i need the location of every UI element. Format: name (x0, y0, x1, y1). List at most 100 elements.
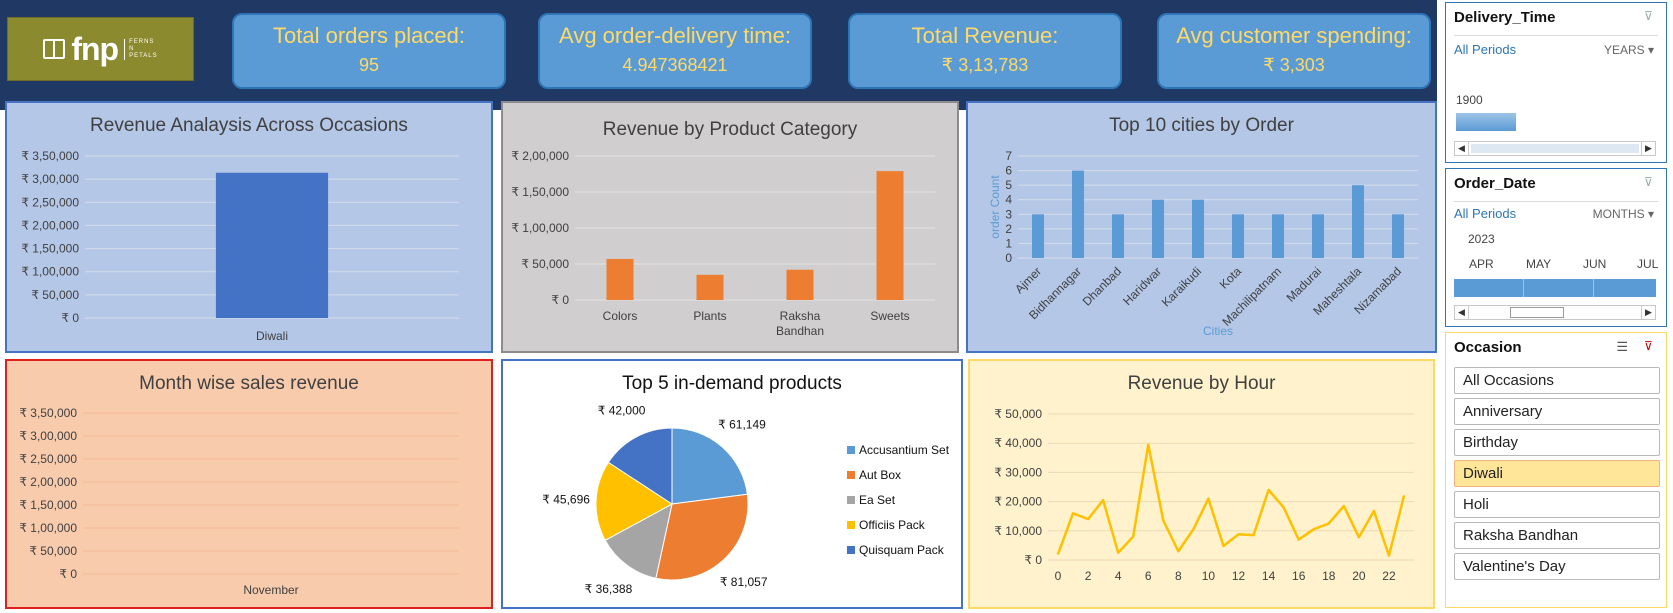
x-tick-label: Karaikudi (1159, 264, 1204, 309)
chart-svg: ₹ 50,000 ₹ 40,000 ₹ 30,000 ₹ 20,000 ₹ 10,000… (994, 407, 1414, 583)
y-tick-label: ₹ 1,00,000 (21, 265, 79, 279)
bar (1312, 214, 1324, 258)
data-point (1192, 528, 1195, 531)
y-tick-label: ₹ 2,50,000 (19, 452, 77, 466)
legend-swatch (847, 521, 855, 529)
occasion-item[interactable]: Anniversary (1454, 398, 1660, 425)
multi-select-icon[interactable]: ☰ (1616, 339, 1628, 354)
timeline-period[interactable]: All Periods (1454, 42, 1517, 57)
legend-label: Aut Box (859, 468, 901, 482)
data-point (1237, 533, 1240, 536)
bar (1152, 199, 1164, 258)
data-label: ₹ 81,057 (720, 575, 768, 589)
timeline-selected-bar[interactable] (1456, 113, 1516, 131)
y-tick-label: ₹ 2,00,000 (19, 475, 77, 489)
slicer-occasion[interactable]: Occasion ☰ ⊽ All Occasions Anniversary Bir… (1445, 332, 1667, 608)
chart-svg: ₹ 3,50,000 ₹ 3,00,000 ₹ 2,50,000 ₹ 2,00,000… (19, 406, 459, 597)
kpi-total-orders: Total orders placed: 95 (232, 13, 506, 89)
occasion-item[interactable]: Holi (1454, 491, 1660, 518)
timeline-months: APR MAY JUN JUL (1454, 257, 1658, 271)
kpi-value: 95 (358, 55, 380, 75)
timeline-selected-bar[interactable] (1454, 279, 1656, 297)
logo-tagline: FERNS N PETALS (124, 38, 158, 60)
timeline-month[interactable]: MAY (1526, 257, 1552, 271)
x-tick-label: 0 (1055, 569, 1062, 583)
x-tick-label: Madurai (1284, 264, 1325, 305)
scroll-thumb[interactable] (1471, 144, 1639, 153)
occasion-item[interactable]: Valentine's Day (1454, 553, 1660, 580)
legend-swatch (847, 446, 855, 454)
occasion-item[interactable]: All Occasions (1454, 367, 1660, 394)
chart-svg: 76543210AjmerBidhannagarDhanbadHaridwarK… (988, 149, 1418, 338)
x-tick-label: Bandhan (776, 324, 824, 338)
y-tick-label: ₹ 50,000 (31, 288, 79, 302)
y-tick-label: 1 (1005, 236, 1012, 250)
timeline-level: MONTHS (1592, 207, 1645, 221)
occasion-item[interactable]: Birthday (1454, 429, 1660, 456)
bar (215, 172, 329, 318)
data-label: ₹ 61,149 (718, 417, 766, 431)
kpi-value: ₹ 3,13,783 (941, 55, 1029, 75)
y-tick-label: ₹ 0 (61, 311, 79, 325)
data-point (1147, 443, 1150, 446)
x-tick-label: 4 (1115, 569, 1122, 583)
y-tick-label: ₹ 0 (59, 567, 77, 581)
chart-month-revenue[interactable]: Month wise sales revenue ₹ 3,50,000 ₹ 3,0… (5, 359, 493, 609)
x-tick-label: November (243, 583, 298, 597)
legend-label: Quisquam Pack (859, 543, 945, 557)
scroll-left-icon[interactable]: ◀ (1455, 306, 1469, 319)
clear-filter-icon[interactable]: ⊽ (1644, 175, 1653, 189)
y-tick-label: ₹ 20,000 (994, 495, 1042, 509)
timeline-scrollbar[interactable]: ◀ ▶ (1454, 305, 1656, 320)
fnp-logo: fnp FERNS N PETALS (7, 17, 194, 81)
y-tick-label: ₹ 0 (1024, 553, 1042, 567)
x-tick-label: Dhanbad (1080, 264, 1124, 308)
x-tick-label: Colors (603, 309, 638, 323)
timeline-month[interactable]: APR (1469, 257, 1494, 271)
data-point (1358, 536, 1360, 539)
chart-revenue-occasion[interactable]: Revenue Analaysis Across Occasions ₹ 3,5… (5, 101, 493, 353)
timeline-year: 1900 (1456, 93, 1483, 107)
data-point (1267, 489, 1270, 491)
x-tick-label: 22 (1382, 569, 1396, 583)
data-point (1373, 510, 1375, 512)
occasion-item[interactable]: Raksha Bandhan (1454, 522, 1660, 549)
divider (1454, 201, 1658, 202)
y-tick-label: 3 (1005, 207, 1012, 221)
clear-filter-icon[interactable]: ⊽ (1644, 339, 1653, 353)
data-point (1343, 505, 1345, 507)
kpi-total-revenue: Total Revenue: ₹ 3,13,783 (848, 13, 1122, 89)
timeline-level-select[interactable]: MONTHS ▾ (1593, 207, 1654, 221)
bar (696, 274, 724, 300)
data-point (1388, 554, 1390, 557)
scroll-right-icon[interactable]: ▶ (1641, 306, 1655, 319)
y-tick-label: ₹ 2,00,000 (511, 149, 569, 163)
timeline-level-select[interactable]: YEARS ▾ (1604, 43, 1654, 57)
chart-top-products[interactable]: Top 5 in-demand products ₹ 61,149 ₹ 81,05… (501, 359, 963, 609)
scroll-right-icon[interactable]: ▶ (1641, 142, 1655, 155)
x-tick-label: 16 (1292, 569, 1306, 583)
x-tick-label: Plants (693, 309, 726, 323)
x-axis-title: Cities (1203, 324, 1233, 338)
slicer-order-date[interactable]: Order_Date ⊽ All Periods MONTHS ▾ 2023 A… (1445, 168, 1667, 327)
data-point (1403, 494, 1405, 497)
data-point (1312, 528, 1315, 531)
clear-filter-icon[interactable]: ⊽ (1644, 9, 1653, 23)
y-tick-label: ₹ 1,50,000 (511, 185, 569, 199)
data-point (1117, 551, 1119, 554)
chart-revenue-category[interactable]: Revenue by Product Category ₹ 2,00,000 ₹ … (501, 101, 959, 353)
timeline-month[interactable]: JUN (1583, 257, 1607, 271)
timeline-scrollbar[interactable]: ◀ ▶ (1454, 141, 1656, 156)
timeline-period[interactable]: All Periods (1454, 206, 1517, 221)
x-tick-label: 2 (1085, 569, 1092, 583)
chart-title: Top 10 cities by Order (1109, 115, 1294, 136)
bar (876, 171, 904, 300)
chart-top-cities[interactable]: Top 10 cities by Order 7 6 5 4 3 2 1 0 Ajmer Bidh… (966, 101, 1437, 353)
scroll-left-icon[interactable]: ◀ (1455, 142, 1469, 155)
occasion-item[interactable]: Diwali (1454, 460, 1660, 487)
scroll-thumb[interactable] (1510, 307, 1564, 318)
chart-revenue-hour[interactable]: Revenue by Hour ₹ 50,000 ₹ 40,000 ₹ 30,000… (968, 359, 1435, 609)
data-label: ₹ 45,696 (542, 493, 590, 507)
timeline-month[interactable]: JUL (1637, 257, 1659, 271)
slicer-delivery-time[interactable]: Delivery_Time ⊽ All Periods YEARS ▾ 1900… (1445, 2, 1667, 163)
